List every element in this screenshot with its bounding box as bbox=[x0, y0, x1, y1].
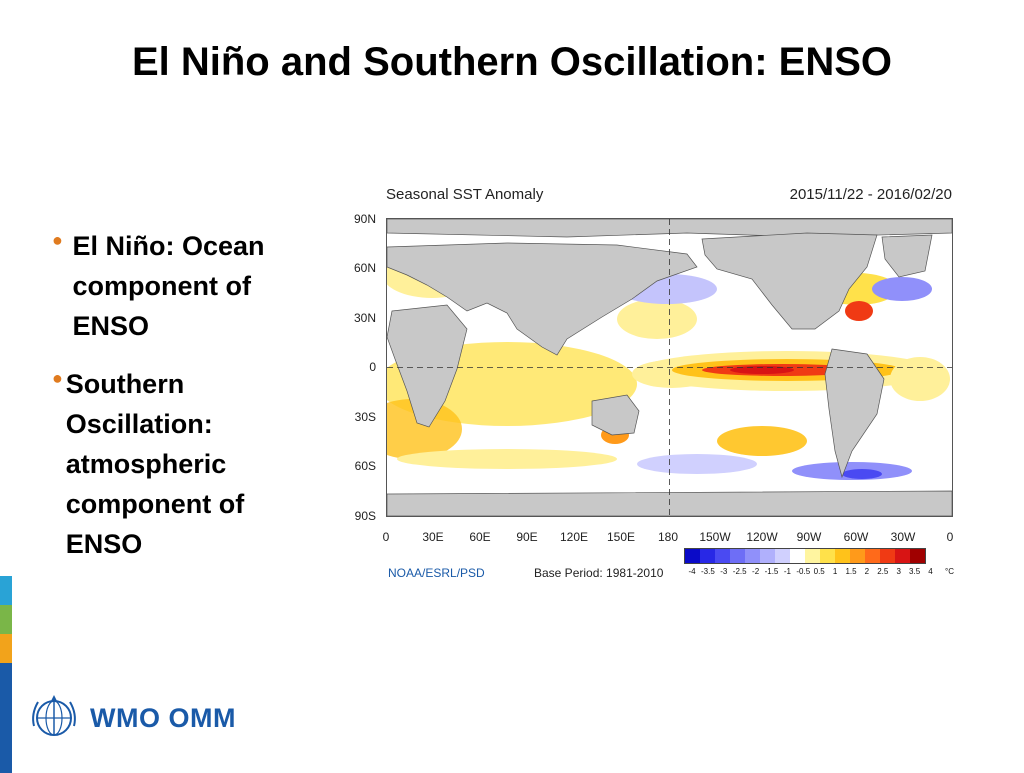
lon-label: 60E bbox=[469, 530, 491, 544]
legend-tick-label: 1 bbox=[832, 567, 838, 576]
legend-swatch bbox=[820, 549, 835, 563]
legend-tick-label: -3.5 bbox=[700, 567, 715, 576]
legend-tick-label: -2 bbox=[752, 567, 760, 576]
bullet-text: Southern Oscillation: atmospheric compon… bbox=[65, 369, 245, 559]
figure-date-range: 2015/11/22 - 2016/02/20 bbox=[789, 186, 952, 203]
legend-swatch bbox=[910, 549, 925, 563]
legend-unit: °C bbox=[945, 567, 954, 576]
legend-swatch bbox=[880, 549, 895, 563]
color-legend bbox=[684, 548, 926, 564]
cool-anomaly-regions bbox=[617, 274, 932, 480]
lat-label: 60S bbox=[354, 459, 376, 473]
lon-label: 150W bbox=[699, 530, 731, 544]
slide-title: El Niño and Southern Oscillation: ENSO bbox=[131, 40, 893, 84]
side-accent-bar bbox=[0, 663, 12, 773]
legend-tick-label: 2.5 bbox=[877, 567, 889, 576]
africa-shape bbox=[387, 304, 468, 428]
bullet-item: ● El Niño: Ocean component of ENSO bbox=[52, 226, 322, 346]
legend-swatch bbox=[700, 549, 715, 563]
legend-swatch bbox=[865, 549, 880, 563]
lon-label: 180 bbox=[657, 530, 679, 544]
sst-map-graphic bbox=[387, 219, 952, 516]
legend-tick-label: 2 bbox=[864, 567, 870, 576]
lon-label: 120W bbox=[746, 530, 778, 544]
australia-shape bbox=[591, 394, 640, 436]
legend-swatch bbox=[895, 549, 910, 563]
lon-label: 120E bbox=[559, 530, 589, 544]
bullet-item: ● Southern Oscillation: atmospheric comp… bbox=[52, 364, 322, 564]
legend-swatch bbox=[715, 549, 730, 563]
land-masses bbox=[387, 219, 952, 516]
legend-tick-label: 3.5 bbox=[909, 567, 921, 576]
lon-label: 30W bbox=[890, 530, 916, 544]
lat-label: 90N bbox=[353, 212, 376, 226]
side-accent-bar bbox=[0, 605, 12, 634]
legend-swatch bbox=[835, 549, 850, 563]
lon-label: 150E bbox=[606, 530, 636, 544]
legend-tick-label: -1.5 bbox=[764, 567, 779, 576]
eurasia-shape bbox=[387, 242, 698, 356]
lat-label: 30N bbox=[353, 311, 376, 325]
lon-label: 30E bbox=[422, 530, 444, 544]
legend-swatch bbox=[790, 549, 805, 563]
bullet-list: ● El Niño: Ocean component of ENSO ● Sou… bbox=[52, 226, 322, 582]
lat-label: 30S bbox=[354, 410, 376, 424]
sst-anomaly-map-figure: Seasonal SST Anomaly 2015/11/22 - 2016/0… bbox=[330, 182, 970, 582]
legend-swatch bbox=[850, 549, 865, 563]
lon-label: 0 bbox=[382, 530, 390, 544]
arctic-shape bbox=[387, 219, 952, 238]
north-america-shape bbox=[701, 232, 878, 330]
lat-label: 90S bbox=[354, 509, 376, 523]
south-america-shape bbox=[824, 348, 885, 479]
side-accent-bar bbox=[0, 576, 12, 605]
lon-label: 90W bbox=[796, 530, 822, 544]
lon-label: 90E bbox=[516, 530, 538, 544]
legend-tick-label: -4 bbox=[688, 567, 696, 576]
legend-swatch bbox=[730, 549, 745, 563]
lat-label: 0 bbox=[369, 360, 376, 374]
sst-map bbox=[386, 218, 953, 517]
lon-label: 60W bbox=[843, 530, 869, 544]
wmo-emblem-icon bbox=[32, 695, 76, 736]
legend-swatch bbox=[760, 549, 775, 563]
figure-title: Seasonal SST Anomaly bbox=[386, 186, 544, 203]
bullet-marker-icon: ● bbox=[52, 368, 63, 388]
bullet-text: El Niño: Ocean component of ENSO bbox=[72, 231, 265, 341]
side-accent-bar bbox=[0, 634, 12, 663]
wmo-logo: WMO OMM bbox=[28, 692, 236, 744]
legend-tick-label: 3 bbox=[896, 567, 901, 576]
legend-tick-label: -0.5 bbox=[796, 567, 811, 576]
legend-swatch bbox=[745, 549, 760, 563]
legend-swatch bbox=[775, 549, 790, 563]
legend-tick-label: 0.5 bbox=[813, 567, 825, 576]
legend-tick-label: -3 bbox=[720, 567, 728, 576]
source-credit: NOAA/ESRL/PSD bbox=[388, 566, 485, 580]
legend-tick-label: 4 bbox=[928, 567, 933, 576]
greenland-shape bbox=[881, 234, 933, 278]
bullet-marker-icon: ● bbox=[52, 230, 63, 250]
legend-tick-label: -1 bbox=[783, 567, 791, 576]
base-period: Base Period: 1981-2010 bbox=[534, 566, 664, 580]
lon-label: 0 bbox=[946, 530, 954, 544]
legend-tick-label: 1.5 bbox=[845, 567, 857, 576]
legend-swatch bbox=[685, 549, 700, 563]
side-accent-bars bbox=[0, 576, 12, 773]
legend-swatch bbox=[805, 549, 820, 563]
lat-label: 60N bbox=[353, 261, 376, 275]
logo-text: WMO OMM bbox=[90, 702, 236, 733]
legend-tick-label: -2.5 bbox=[732, 567, 747, 576]
